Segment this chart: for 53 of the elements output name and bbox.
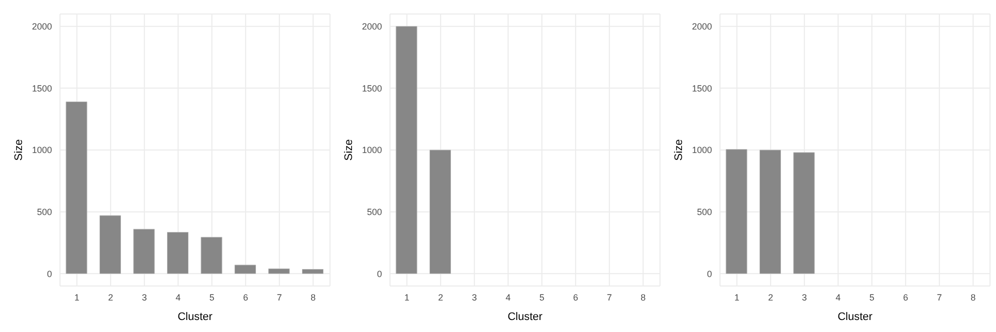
bar xyxy=(200,236,222,274)
x-tick-label: 2 xyxy=(768,292,774,302)
x-tick-label: 1 xyxy=(74,292,80,302)
x-tick-label: 5 xyxy=(869,292,874,302)
bar xyxy=(100,215,121,274)
x-tick-label: 8 xyxy=(310,292,316,302)
x-tick-label: 4 xyxy=(836,292,841,302)
x-tick-label: 4 xyxy=(176,292,181,302)
y-axis-title: Size xyxy=(342,139,355,161)
x-axis-title: Cluster xyxy=(178,311,213,323)
x-tick-label: 8 xyxy=(970,292,976,302)
y-tick-label: 500 xyxy=(36,207,52,218)
x-axis-title: Cluster xyxy=(838,311,873,323)
x-tick-label: 3 xyxy=(142,292,147,302)
x-tick-label: 1 xyxy=(404,292,410,302)
y-tick-label: 0 xyxy=(376,268,382,279)
x-tick-label: 5 xyxy=(539,292,544,302)
y-axis-title: Size xyxy=(12,139,25,161)
x-tick-label: 7 xyxy=(936,292,942,302)
x-tick-label: 6 xyxy=(573,292,578,302)
bar xyxy=(133,228,155,274)
x-axis-title: Cluster xyxy=(508,311,543,323)
x-tick-label: 1 xyxy=(734,292,740,302)
bar xyxy=(167,232,188,274)
y-tick-label: 1500 xyxy=(692,83,712,94)
y-tick-label: 1500 xyxy=(362,83,382,94)
bar xyxy=(234,264,256,274)
y-tick-label: 2000 xyxy=(692,22,712,32)
x-tick-label: 7 xyxy=(606,292,612,302)
x-tick-label: 3 xyxy=(802,292,807,302)
y-tick-label: 500 xyxy=(696,207,712,218)
x-tick-label: 7 xyxy=(276,292,282,302)
y-tick-label: 1000 xyxy=(362,145,382,156)
bar xyxy=(268,268,290,274)
x-tick-label: 4 xyxy=(506,292,511,302)
y-tick-label: 500 xyxy=(366,207,382,218)
y-tick-label: 1000 xyxy=(32,145,52,156)
y-tick-label: 0 xyxy=(46,268,52,279)
y-axis-title: Size xyxy=(672,139,685,161)
x-tick-label: 3 xyxy=(472,292,477,302)
y-tick-label: 1000 xyxy=(692,145,712,156)
y-tick-label: 0 xyxy=(706,268,712,279)
x-tick-label: 2 xyxy=(108,292,114,302)
x-tick-label: 2 xyxy=(438,292,444,302)
x-tick-label: 8 xyxy=(640,292,646,302)
bar xyxy=(302,269,324,274)
y-tick-label: 1500 xyxy=(32,83,52,94)
y-tick-label: 2000 xyxy=(32,22,52,32)
y-tick-label: 2000 xyxy=(362,22,382,32)
x-tick-label: 5 xyxy=(209,292,214,302)
bar xyxy=(66,102,88,274)
x-tick-label: 6 xyxy=(243,292,248,302)
x-tick-label: 6 xyxy=(903,292,908,302)
